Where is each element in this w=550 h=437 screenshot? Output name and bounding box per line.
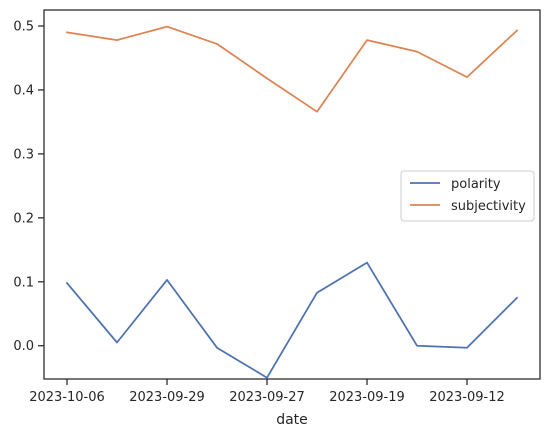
legend-label-subjectivity: subjectivity [451,199,526,214]
x-tick-label: 2023-10-06 [29,390,105,405]
legend: polarity subjectivity [400,170,535,222]
series-line-polarity [65,261,519,379]
x-axis-title: date [276,412,308,428]
x-tick-label: 2023-09-12 [429,390,505,405]
legend-label-polarity: polarity [451,177,501,192]
y-tick-label: 0.4 [13,83,34,98]
x-axis: 2023-10-06 2023-09-29 2023-09-27 2023-09-19… [29,379,505,405]
y-tick-label: 0.0 [13,339,34,354]
x-tick-label: 2023-09-27 [229,390,305,405]
y-tick-label: 0.1 [13,275,34,290]
y-tick-label: 0.3 [13,147,34,162]
series-line-subjectivity [66,25,519,113]
series-lines [65,25,519,379]
y-tick-label: 0.5 [13,19,34,34]
y-axis: 0.0 0.1 0.2 0.3 0.4 0.5 [13,19,44,354]
x-tick-label: 2023-09-29 [129,390,205,405]
x-tick-label: 2023-09-19 [329,390,405,405]
y-tick-label: 0.2 [13,211,34,226]
